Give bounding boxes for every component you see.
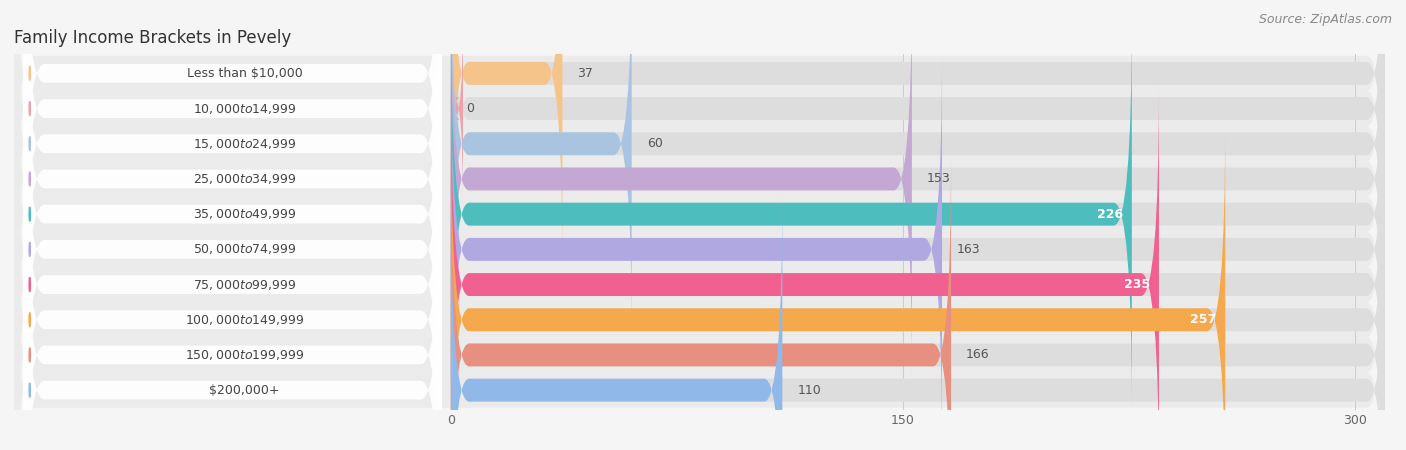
FancyBboxPatch shape bbox=[22, 0, 441, 346]
Text: 0: 0 bbox=[465, 102, 474, 115]
Text: $150,000 to $199,999: $150,000 to $199,999 bbox=[184, 348, 304, 362]
Text: $200,000+: $200,000+ bbox=[209, 384, 280, 396]
FancyBboxPatch shape bbox=[14, 126, 1385, 450]
Text: 37: 37 bbox=[578, 67, 593, 80]
FancyBboxPatch shape bbox=[451, 14, 1132, 414]
FancyBboxPatch shape bbox=[451, 0, 631, 343]
FancyBboxPatch shape bbox=[451, 14, 1385, 414]
FancyBboxPatch shape bbox=[451, 0, 1385, 343]
FancyBboxPatch shape bbox=[22, 153, 441, 450]
FancyBboxPatch shape bbox=[22, 48, 441, 450]
FancyBboxPatch shape bbox=[451, 50, 1385, 449]
FancyBboxPatch shape bbox=[14, 21, 1385, 408]
FancyBboxPatch shape bbox=[451, 0, 1385, 273]
Text: 60: 60 bbox=[647, 137, 662, 150]
FancyBboxPatch shape bbox=[451, 0, 912, 379]
FancyBboxPatch shape bbox=[451, 190, 782, 450]
FancyBboxPatch shape bbox=[451, 120, 1385, 450]
FancyBboxPatch shape bbox=[22, 0, 441, 310]
Text: 163: 163 bbox=[957, 243, 981, 256]
Text: 110: 110 bbox=[797, 384, 821, 396]
FancyBboxPatch shape bbox=[451, 190, 1385, 450]
FancyBboxPatch shape bbox=[22, 0, 441, 381]
FancyBboxPatch shape bbox=[451, 14, 463, 203]
Text: 153: 153 bbox=[927, 172, 950, 185]
FancyBboxPatch shape bbox=[451, 120, 1225, 450]
FancyBboxPatch shape bbox=[451, 0, 562, 273]
Text: $75,000 to $99,999: $75,000 to $99,999 bbox=[193, 278, 297, 292]
FancyBboxPatch shape bbox=[451, 155, 1385, 450]
FancyBboxPatch shape bbox=[14, 91, 1385, 450]
FancyBboxPatch shape bbox=[22, 12, 441, 450]
FancyBboxPatch shape bbox=[22, 83, 441, 450]
FancyBboxPatch shape bbox=[451, 0, 1385, 308]
FancyBboxPatch shape bbox=[22, 0, 441, 450]
Text: $10,000 to $14,999: $10,000 to $14,999 bbox=[193, 102, 297, 116]
FancyBboxPatch shape bbox=[22, 118, 441, 450]
Text: $25,000 to $34,999: $25,000 to $34,999 bbox=[193, 172, 297, 186]
FancyBboxPatch shape bbox=[14, 0, 1385, 267]
Text: 226: 226 bbox=[1097, 207, 1123, 220]
Text: $35,000 to $49,999: $35,000 to $49,999 bbox=[193, 207, 297, 221]
Text: Source: ZipAtlas.com: Source: ZipAtlas.com bbox=[1258, 14, 1392, 27]
Text: $100,000 to $149,999: $100,000 to $149,999 bbox=[184, 313, 304, 327]
FancyBboxPatch shape bbox=[14, 0, 1385, 373]
FancyBboxPatch shape bbox=[14, 56, 1385, 443]
Text: $50,000 to $74,999: $50,000 to $74,999 bbox=[193, 243, 297, 256]
FancyBboxPatch shape bbox=[451, 85, 1385, 450]
FancyBboxPatch shape bbox=[451, 85, 1159, 450]
FancyBboxPatch shape bbox=[14, 162, 1385, 450]
FancyBboxPatch shape bbox=[14, 0, 1385, 302]
Text: 257: 257 bbox=[1189, 313, 1216, 326]
FancyBboxPatch shape bbox=[451, 155, 950, 450]
Text: 166: 166 bbox=[966, 348, 990, 361]
FancyBboxPatch shape bbox=[14, 197, 1385, 450]
FancyBboxPatch shape bbox=[14, 0, 1385, 338]
FancyBboxPatch shape bbox=[22, 0, 441, 416]
FancyBboxPatch shape bbox=[451, 0, 1385, 379]
Text: Family Income Brackets in Pevely: Family Income Brackets in Pevely bbox=[14, 29, 291, 47]
Text: 235: 235 bbox=[1123, 278, 1150, 291]
Text: $15,000 to $24,999: $15,000 to $24,999 bbox=[193, 137, 297, 151]
Text: Less than $10,000: Less than $10,000 bbox=[187, 67, 302, 80]
FancyBboxPatch shape bbox=[451, 50, 942, 449]
